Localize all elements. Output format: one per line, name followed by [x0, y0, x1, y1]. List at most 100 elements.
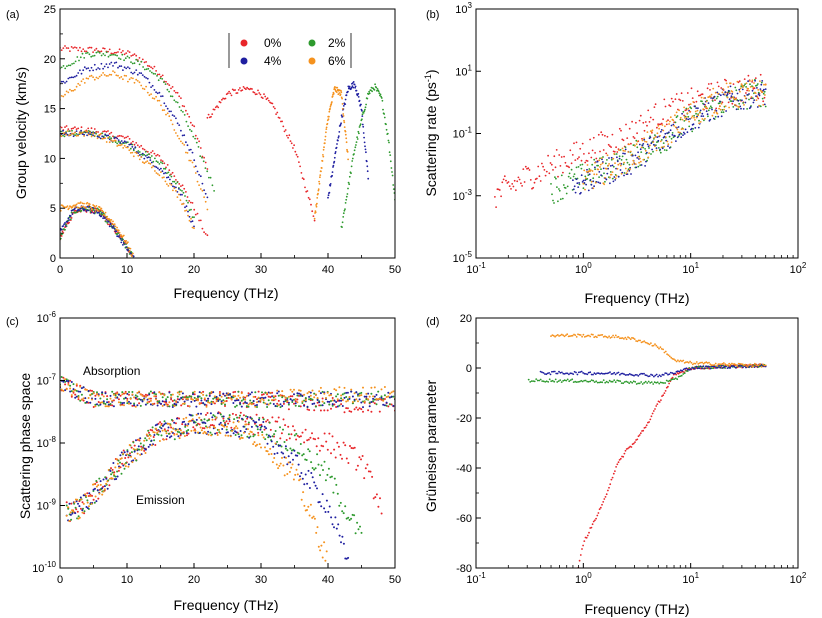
- data-point: [364, 145, 366, 148]
- data-point: [618, 127, 621, 130]
- data-point: [609, 171, 612, 173]
- data-point: [357, 393, 359, 396]
- data-point: [360, 391, 363, 394]
- data-point: [192, 398, 194, 401]
- data-point: [198, 173, 201, 176]
- data-point: [725, 110, 727, 112]
- data-point: [695, 107, 698, 109]
- data-point: [105, 130, 108, 133]
- data-point: [187, 201, 189, 204]
- data-point: [529, 381, 532, 383]
- data-point: [222, 417, 225, 420]
- data-point: [343, 386, 346, 389]
- data-point: [141, 58, 144, 61]
- panel-c-label: (c): [6, 316, 19, 328]
- data-point: [599, 157, 601, 160]
- data-point: [116, 470, 119, 473]
- data-point: [70, 46, 73, 48]
- data-point: [64, 45, 66, 47]
- data-point: [65, 504, 68, 507]
- data-point: [293, 449, 296, 452]
- data-point: [663, 392, 666, 394]
- data-point: [266, 442, 269, 445]
- data-point: [363, 110, 366, 113]
- data-point: [137, 152, 140, 154]
- data-point: [385, 396, 388, 398]
- data-point: [203, 418, 206, 421]
- data-point: [94, 495, 97, 498]
- data-point: [161, 429, 164, 432]
- data-point: [731, 362, 733, 365]
- data-point: [667, 143, 670, 146]
- data-point: [373, 386, 376, 389]
- data-point: [357, 408, 359, 411]
- data-point: [289, 140, 292, 143]
- y-tick-label: 10-9: [37, 498, 57, 513]
- data-point: [213, 190, 216, 192]
- data-point: [289, 388, 292, 391]
- data-point: [706, 113, 709, 116]
- data-point: [188, 405, 191, 408]
- data-point: [715, 107, 718, 110]
- data-point: [711, 100, 714, 102]
- data-point: [290, 142, 293, 145]
- data-point: [690, 87, 693, 90]
- data-point: [90, 127, 93, 130]
- data-point: [114, 139, 117, 142]
- data-point: [134, 396, 137, 399]
- data-point: [126, 450, 129, 453]
- x-tick-label: 20: [188, 264, 200, 276]
- data-point: [149, 428, 152, 431]
- data-point: [155, 91, 158, 94]
- data-point: [129, 452, 131, 455]
- data-point: [149, 443, 152, 446]
- data-point: [139, 398, 142, 401]
- data-point: [343, 392, 346, 395]
- data-point: [185, 120, 188, 123]
- data-point: [641, 341, 644, 343]
- data-point: [749, 363, 752, 366]
- data-point: [624, 336, 627, 339]
- data-point: [302, 453, 305, 456]
- data-point: [102, 485, 105, 488]
- data-point: [252, 435, 255, 438]
- data-point: [173, 129, 176, 131]
- data-point: [83, 82, 86, 84]
- data-point: [225, 397, 228, 400]
- data-point: [659, 381, 662, 384]
- data-point: [256, 401, 258, 404]
- data-point: [260, 446, 262, 449]
- data-point: [667, 119, 669, 122]
- data-point: [341, 535, 344, 538]
- data-point: [134, 146, 137, 149]
- data-point: [622, 382, 625, 385]
- data-point: [641, 137, 643, 140]
- data-point: [148, 94, 151, 97]
- data-point: [744, 97, 747, 100]
- data-point: [616, 372, 618, 374]
- data-point: [558, 370, 560, 373]
- data-point: [644, 121, 647, 123]
- x-tick-label: 10: [121, 264, 133, 276]
- data-point: [387, 405, 390, 408]
- data-point: [104, 211, 107, 214]
- data-point: [215, 400, 218, 403]
- data-point: [158, 91, 161, 94]
- data-point: [66, 205, 69, 208]
- data-point: [80, 387, 83, 390]
- data-point: [269, 435, 272, 438]
- data-point: [188, 215, 191, 218]
- data-point: [107, 469, 110, 471]
- data-point: [107, 75, 109, 77]
- data-point: [171, 393, 174, 396]
- data-point: [604, 180, 606, 183]
- data-point: [208, 401, 211, 404]
- data-point: [555, 149, 558, 151]
- data-point: [355, 141, 358, 144]
- data-point: [637, 375, 640, 377]
- data-point: [80, 498, 83, 501]
- data-point: [652, 410, 655, 412]
- data-point: [320, 505, 323, 508]
- data-point: [90, 133, 93, 136]
- data-point: [684, 119, 687, 121]
